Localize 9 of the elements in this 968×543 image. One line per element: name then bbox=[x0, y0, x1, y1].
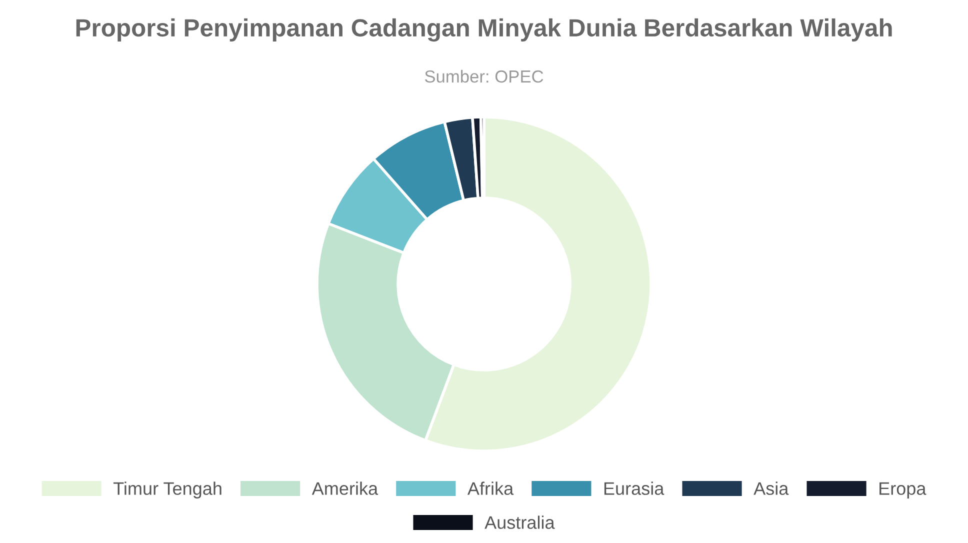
legend-label: Asia bbox=[754, 482, 789, 495]
legend-label: Amerika bbox=[312, 482, 378, 495]
legend-label: Eurasia bbox=[604, 482, 664, 495]
legend-label: Australia bbox=[484, 516, 555, 529]
legend-label: Timur Tengah bbox=[113, 482, 222, 498]
legend-label: Eropa bbox=[880, 482, 926, 498]
legend-label: Afrika bbox=[467, 482, 514, 495]
chart-title: Proporsi Penyimpanan Cadangan Minyak Dunia Berdasarkan Wilayah bbox=[76, 18, 892, 42]
text: Sumber: OPEC bbox=[424, 70, 544, 83]
